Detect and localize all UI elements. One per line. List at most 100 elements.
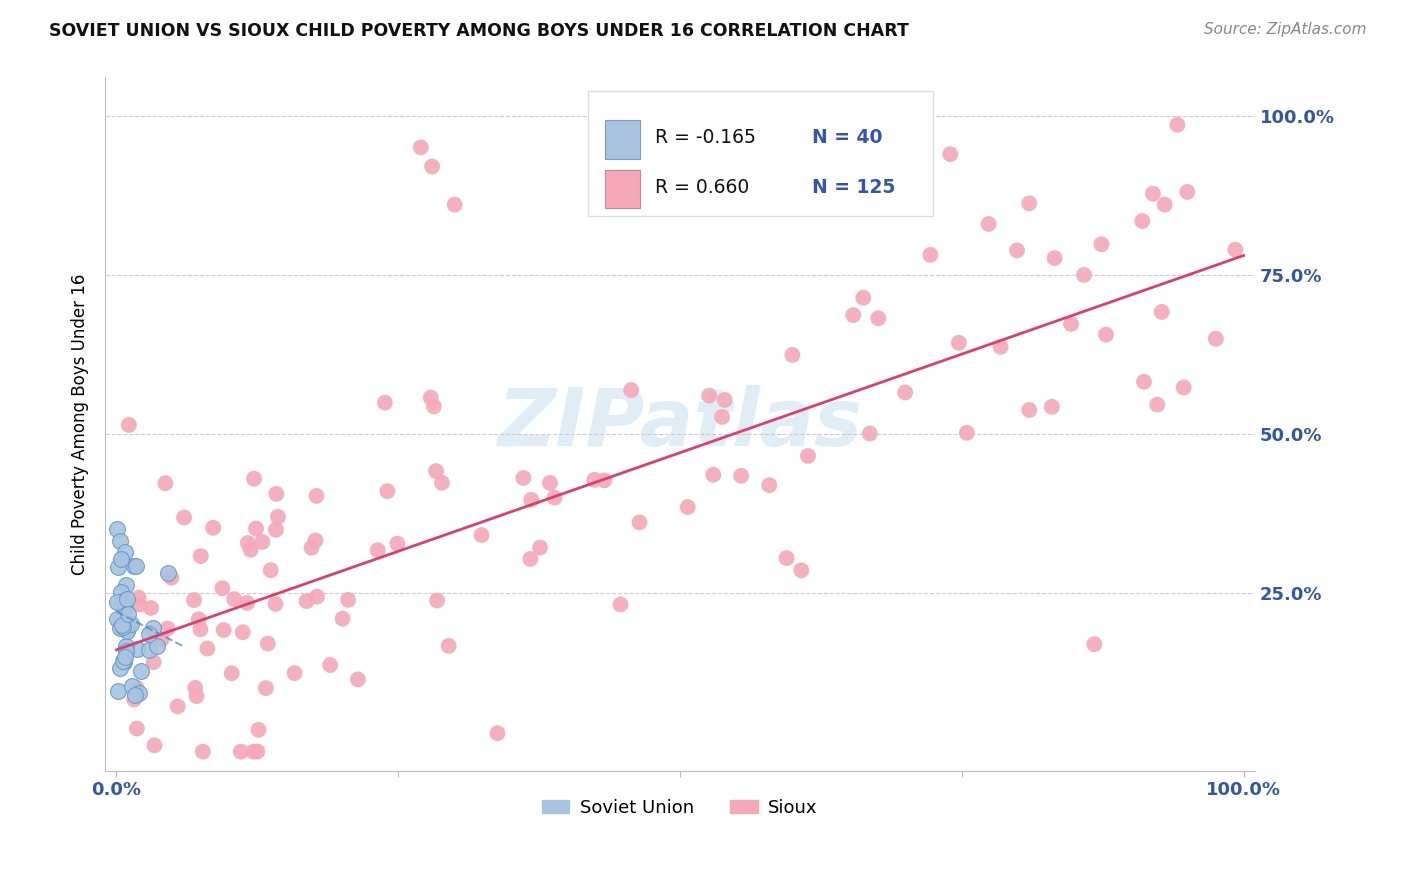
- Point: [711, 409, 734, 424]
- Point: [125, 558, 148, 573]
- Point: [118, 616, 141, 631]
- Point: [425, 464, 447, 478]
- Point: [120, 616, 142, 631]
- Point: [367, 543, 389, 558]
- Point: [114, 600, 136, 615]
- FancyBboxPatch shape: [606, 170, 640, 209]
- Point: [108, 533, 131, 548]
- Point: [1018, 403, 1040, 417]
- Point: [859, 426, 882, 441]
- Point: [1146, 398, 1168, 412]
- Point: [377, 484, 399, 499]
- Point: [894, 385, 917, 400]
- Point: [243, 472, 266, 486]
- Point: [1095, 327, 1118, 342]
- Point: [114, 644, 136, 658]
- Point: [155, 476, 177, 491]
- Text: ZIPatlas: ZIPatlas: [498, 385, 862, 463]
- Point: [868, 311, 890, 326]
- Point: [115, 624, 138, 639]
- Point: [374, 395, 396, 409]
- Point: [117, 607, 139, 621]
- Point: [264, 523, 287, 537]
- Point: [139, 601, 162, 615]
- Point: [138, 643, 160, 657]
- Point: [977, 217, 1000, 231]
- Point: [797, 449, 820, 463]
- Point: [212, 623, 235, 637]
- Point: [713, 392, 735, 407]
- Point: [118, 417, 141, 432]
- Point: [337, 592, 360, 607]
- Point: [266, 487, 288, 501]
- Point: [437, 639, 460, 653]
- Point: [107, 684, 129, 698]
- Point: [702, 467, 724, 482]
- Point: [1005, 244, 1028, 258]
- Point: [256, 637, 278, 651]
- Point: [1018, 196, 1040, 211]
- Point: [419, 391, 441, 405]
- Point: [166, 699, 188, 714]
- Point: [107, 522, 129, 536]
- Point: [105, 595, 128, 609]
- Text: N = 40: N = 40: [813, 128, 883, 147]
- Point: [111, 654, 134, 668]
- Point: [236, 596, 259, 610]
- Point: [782, 348, 804, 362]
- Point: [211, 581, 233, 595]
- FancyBboxPatch shape: [588, 91, 934, 216]
- Point: [128, 598, 150, 612]
- Point: [1175, 185, 1198, 199]
- Point: [1060, 317, 1083, 331]
- Point: [304, 533, 326, 548]
- Point: [593, 473, 616, 487]
- Point: [775, 551, 797, 566]
- Point: [1150, 305, 1173, 319]
- Point: [184, 681, 207, 695]
- Point: [183, 593, 205, 607]
- Point: [1133, 375, 1156, 389]
- Point: [920, 248, 942, 262]
- Point: [1153, 197, 1175, 211]
- Point: [1043, 251, 1066, 265]
- Point: [160, 571, 183, 585]
- Point: [202, 521, 225, 535]
- Point: [423, 400, 446, 414]
- Point: [191, 745, 214, 759]
- Y-axis label: Child Poverty Among Boys Under 16: Child Poverty Among Boys Under 16: [72, 273, 89, 574]
- Point: [387, 536, 409, 550]
- Point: [125, 722, 148, 736]
- Point: [221, 666, 243, 681]
- Point: [142, 655, 165, 669]
- Point: [108, 621, 131, 635]
- Point: [420, 160, 443, 174]
- Point: [543, 491, 565, 505]
- Point: [628, 516, 651, 530]
- Point: [124, 688, 146, 702]
- Point: [157, 566, 180, 581]
- Point: [236, 536, 259, 550]
- Point: [114, 649, 136, 664]
- Point: [697, 389, 720, 403]
- Point: [443, 197, 465, 211]
- Point: [186, 689, 208, 703]
- Point: [790, 563, 813, 577]
- Point: [108, 661, 131, 675]
- Point: [948, 335, 970, 350]
- Point: [939, 147, 962, 161]
- Point: [1205, 332, 1227, 346]
- Point: [583, 473, 606, 487]
- Point: [115, 623, 138, 637]
- Point: [242, 745, 264, 759]
- FancyBboxPatch shape: [606, 120, 640, 159]
- Point: [247, 723, 270, 737]
- Point: [195, 641, 218, 656]
- Point: [146, 640, 169, 654]
- Text: R = 0.660: R = 0.660: [655, 178, 749, 197]
- Point: [110, 552, 132, 566]
- Point: [1142, 186, 1164, 201]
- Point: [1073, 268, 1095, 282]
- Point: [129, 664, 152, 678]
- Point: [267, 509, 290, 524]
